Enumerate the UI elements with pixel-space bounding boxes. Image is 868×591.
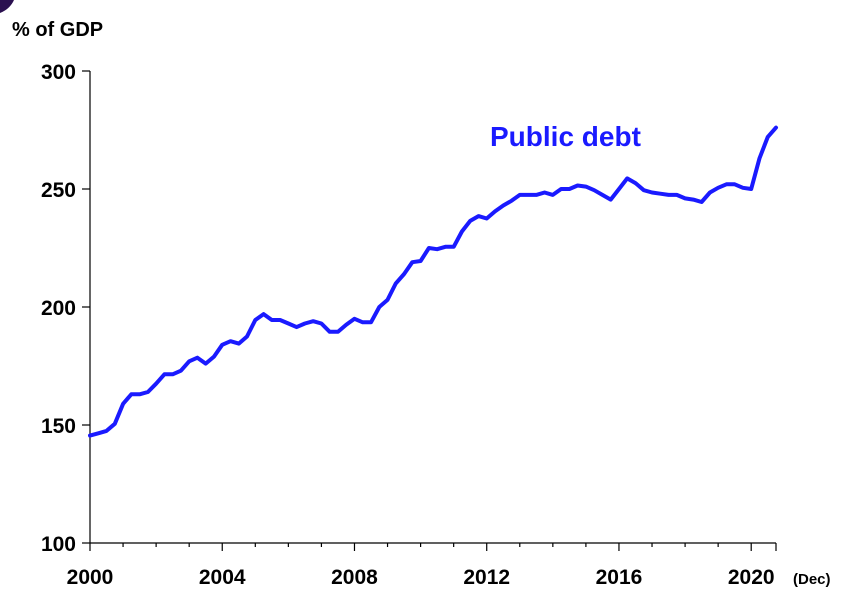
x-tick-label: 2008 — [331, 566, 378, 589]
x-tick-label: 2020 — [728, 566, 775, 589]
series-line-public-debt — [88, 125, 778, 438]
x-tick-labels: 2000 2004 2008 2012 2016 2020 — [67, 566, 775, 589]
x-tick-label: 2016 — [596, 566, 643, 589]
y-tick-label: 250 — [41, 179, 76, 202]
x-tick-label: 2012 — [463, 566, 510, 589]
y-tick-label: 150 — [41, 415, 76, 438]
corner-decoration — [0, 0, 14, 13]
y-axis-label: % of GDP — [12, 19, 103, 41]
series-label-public-debt: Public debt — [490, 121, 641, 152]
y-tick-label: 200 — [41, 297, 76, 320]
axes — [82, 70, 777, 551]
x-tick-label: 2004 — [199, 566, 246, 589]
x-tick-label: 2000 — [67, 566, 114, 589]
y-tick-label: 300 — [41, 61, 76, 84]
x-axis-unit-note: (Dec) — [793, 571, 831, 588]
y-tick-label: 100 — [41, 533, 76, 556]
y-tick-labels: 100 150 200 250 300 — [41, 61, 76, 556]
series-group — [88, 125, 778, 438]
